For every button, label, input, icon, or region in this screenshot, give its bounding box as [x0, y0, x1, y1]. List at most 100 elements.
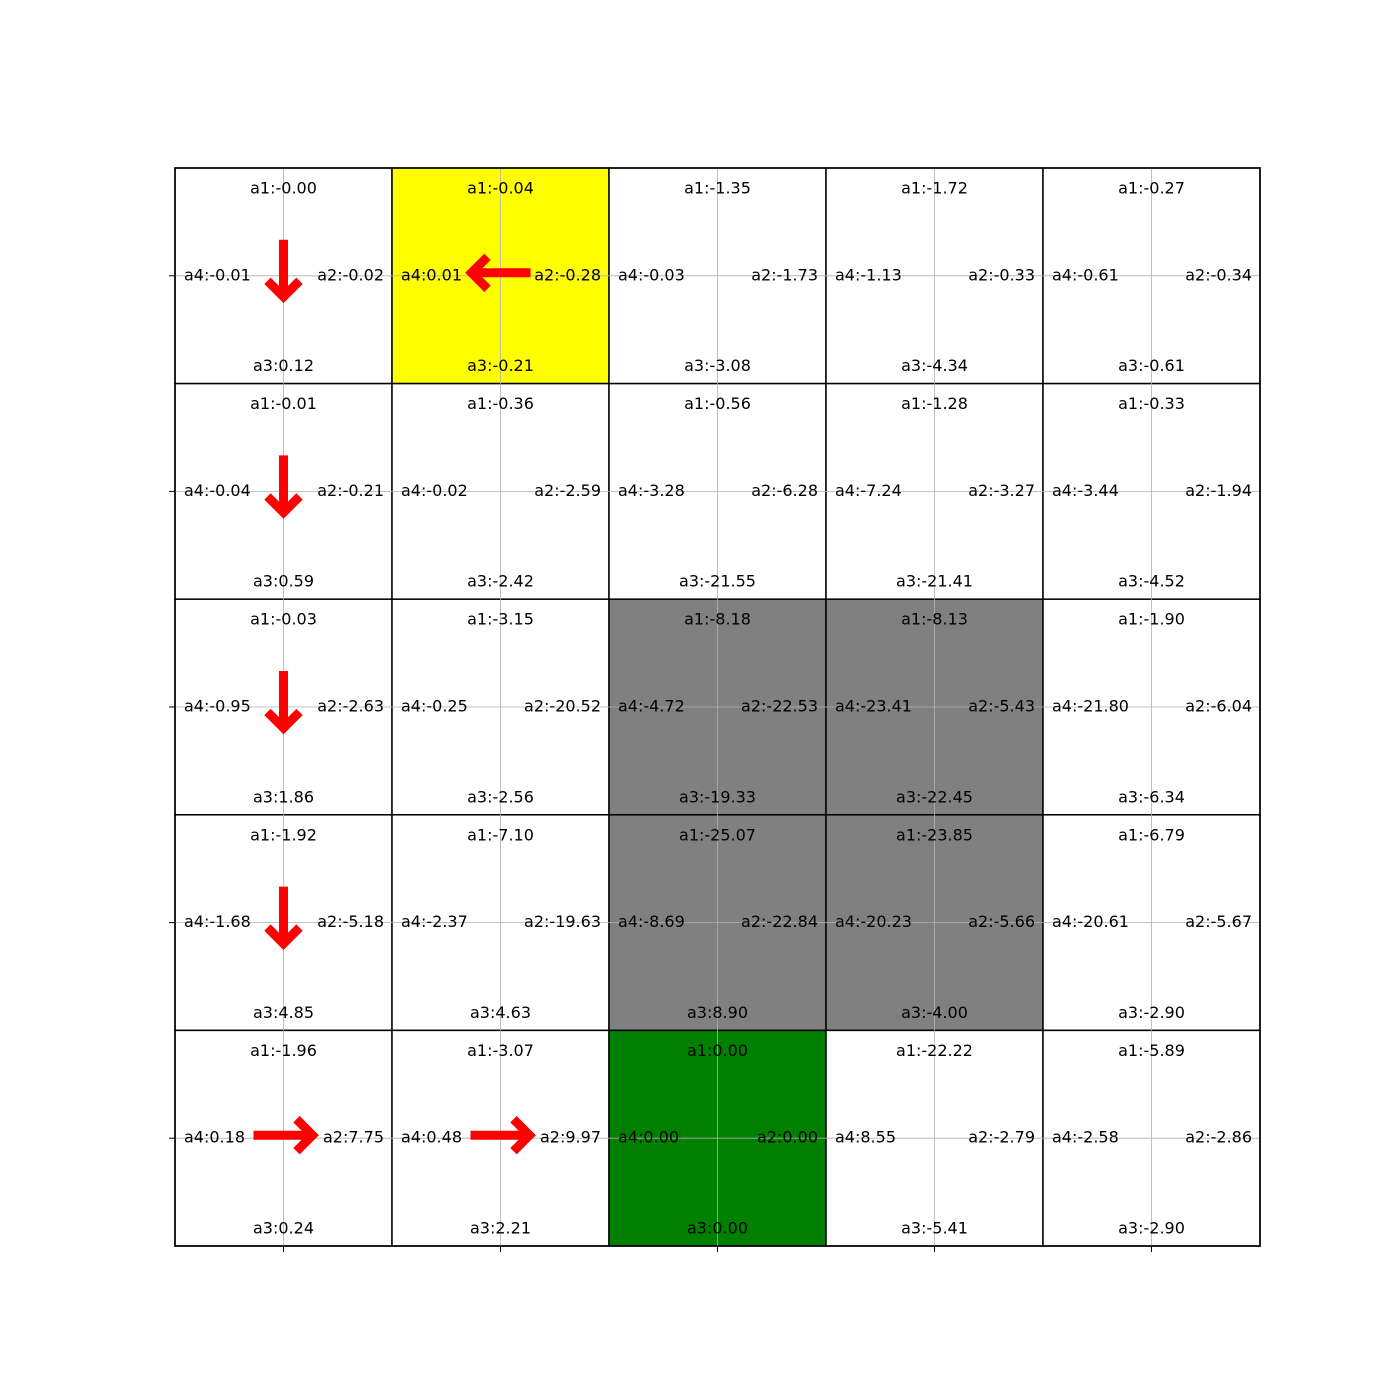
- q-value-a2-right: a2:-5.67: [1185, 912, 1252, 931]
- q-value-a3-down: a3:-2.42: [467, 572, 534, 591]
- q-value-a2-right: a2:-6.04: [1185, 697, 1252, 716]
- q-value-a4-left: a4:-0.25: [401, 697, 468, 716]
- q-value-a1-up: a1:-3.15: [467, 610, 534, 629]
- q-value-a1-up: a1:-5.89: [1118, 1041, 1185, 1060]
- q-value-a3-down: a3:-2.90: [1118, 1003, 1185, 1022]
- q-value-a4-left: a4:-20.23: [835, 912, 912, 931]
- q-value-a4-left: a4:-0.03: [618, 265, 685, 284]
- q-value-a2-right: a2:-22.53: [741, 697, 818, 716]
- q-value-a4-left: a4:-1.13: [835, 265, 902, 284]
- q-value-a4-left: a4:-3.28: [618, 481, 685, 500]
- policy-arrow-down-head: [264, 493, 303, 519]
- q-value-a3-down: a3:-21.41: [896, 572, 973, 591]
- q-value-a2-right: a2:-0.33: [968, 265, 1035, 284]
- q-value-a3-down: a3:-6.34: [1118, 787, 1185, 806]
- q-value-a1-up: a1:-0.27: [1118, 179, 1185, 198]
- q-value-a3-down: a3:1.86: [253, 787, 314, 806]
- q-value-a4-left: a4:-8.69: [618, 912, 685, 931]
- policy-arrow-down-head: [264, 708, 303, 735]
- q-value-a1-up: a1:-0.01: [250, 394, 317, 413]
- q-value-a4-left: a4:8.55: [835, 1128, 896, 1147]
- axis-ticks: [169, 275, 1152, 1252]
- q-value-a4-left: a4:0.18: [184, 1128, 245, 1147]
- q-value-a3-down: a3:-0.21: [467, 356, 534, 375]
- q-value-a1-up: a1:-0.00: [250, 179, 317, 198]
- q-value-a4-left: a4:-7.24: [835, 481, 902, 500]
- q-value-a4-left: a4:-23.41: [835, 697, 912, 716]
- q-value-a3-down: a3:4.63: [470, 1003, 531, 1022]
- q-value-a2-right: a2:-22.84: [741, 912, 818, 931]
- q-value-a3-down: a3:0.24: [253, 1219, 314, 1238]
- q-value-a3-down: a3:-5.41: [901, 1219, 968, 1238]
- q-value-a3-down: a3:0.00: [687, 1219, 748, 1238]
- q-value-a4-left: a4:-0.95: [184, 697, 251, 716]
- q-value-a4-left: a4:0.00: [618, 1128, 679, 1147]
- q-value-a1-up: a1:-1.96: [250, 1041, 317, 1060]
- plot-frame: [174, 167, 1261, 1247]
- q-value-a1-up: a1:-0.03: [250, 610, 317, 629]
- q-value-a3-down: a3:-0.61: [1118, 356, 1185, 375]
- q-value-a2-right: a2:-20.52: [524, 697, 601, 716]
- q-value-a2-right: a2:-1.73: [751, 265, 818, 284]
- q-value-a2-right: a2:-5.18: [317, 912, 384, 931]
- q-value-a2-right: a2:-3.27: [968, 481, 1035, 500]
- q-value-a2-right: a2:-2.63: [317, 697, 384, 716]
- q-value-a2-right: a2:0.00: [757, 1128, 818, 1147]
- q-value-a1-up: a1:-22.22: [896, 1041, 973, 1060]
- q-value-a2-right: a2:-1.94: [1185, 481, 1252, 500]
- policy-arrow-down-head: [264, 277, 303, 304]
- q-value-a1-up: a1:-0.04: [467, 179, 534, 198]
- q-value-a4-left: a4:-0.04: [184, 481, 251, 500]
- q-value-a1-up: a1:-1.72: [901, 179, 968, 198]
- q-value-a4-left: a4:-0.01: [184, 265, 251, 284]
- q-value-a4-left: a4:0.48: [401, 1128, 462, 1147]
- q-value-a4-left: a4:-20.61: [1052, 912, 1129, 931]
- q-value-a3-down: a3:-19.33: [679, 787, 756, 806]
- policy-arrow-right-head: [293, 1116, 319, 1155]
- q-value-a4-left: a4:-2.37: [401, 912, 468, 931]
- q-value-a3-down: a3:0.12: [253, 356, 314, 375]
- q-value-a4-left: a4:-1.68: [184, 912, 251, 931]
- q-value-a3-down: a3:2.21: [470, 1219, 531, 1238]
- q-value-a2-right: a2:-5.66: [968, 912, 1035, 931]
- q-value-a3-down: a3:-2.56: [467, 787, 534, 806]
- q-value-a1-up: a1:-6.79: [1118, 825, 1185, 844]
- policy-arrow-left-head: [465, 253, 491, 292]
- q-value-a3-down: a3:-4.00: [901, 1003, 968, 1022]
- q-value-a4-left: a4:-4.72: [618, 697, 685, 716]
- q-value-a1-up: a1:-0.56: [684, 394, 751, 413]
- q-value-a4-left: a4:-0.61: [1052, 265, 1119, 284]
- q-value-a1-up: a1:-0.36: [467, 394, 534, 413]
- q-value-a2-right: a2:-2.59: [534, 481, 601, 500]
- q-value-a2-right: a2:-2.79: [968, 1128, 1035, 1147]
- policy-arrow-down-head: [264, 924, 303, 950]
- q-value-a1-up: a1:-1.35: [684, 179, 751, 198]
- q-value-a1-up: a1:-3.07: [467, 1041, 534, 1060]
- q-value-a3-down: a3:8.90: [687, 1003, 748, 1022]
- q-value-a3-down: a3:-4.52: [1118, 572, 1185, 591]
- q-value-a2-right: a2:-5.43: [968, 697, 1035, 716]
- q-value-a2-right: a2:9.97: [540, 1128, 601, 1147]
- q-value-labels: a1:-0.00 a3:0.12 a4:-0.01 a2:-0.02 a1:-0.04 a…: [184, 179, 1252, 1238]
- q-value-a3-down: a3:-4.34: [901, 356, 968, 375]
- q-value-a1-up: a1:-7.10: [467, 825, 534, 844]
- q-value-a1-up: a1:-1.28: [901, 394, 968, 413]
- q-value-a2-right: a2:-19.63: [524, 912, 601, 931]
- q-value-a4-left: a4:-0.02: [401, 481, 468, 500]
- q-value-a1-up: a1:-23.85: [896, 825, 973, 844]
- q-value-a1-up: a1:-1.90: [1118, 610, 1185, 629]
- policy-arrow-right-head: [510, 1116, 536, 1155]
- q-value-a4-left: a4:-2.58: [1052, 1128, 1119, 1147]
- q-value-a3-down: a3:-2.90: [1118, 1219, 1185, 1238]
- q-value-a3-down: a3:-21.55: [679, 572, 756, 591]
- q-value-a3-down: a3:-3.08: [684, 356, 751, 375]
- q-value-a1-up: a1:-1.92: [250, 825, 317, 844]
- q-value-a2-right: a2:-0.28: [534, 265, 601, 284]
- q-value-a2-right: a2:-0.34: [1185, 265, 1252, 284]
- policy-arrows: [253, 239, 536, 1155]
- q-value-a2-right: a2:7.75: [323, 1128, 384, 1147]
- q-value-a1-up: a1:-8.18: [684, 610, 751, 629]
- q-value-a1-up: a1:-0.33: [1118, 394, 1185, 413]
- q-value-a4-left: a4:-3.44: [1052, 481, 1119, 500]
